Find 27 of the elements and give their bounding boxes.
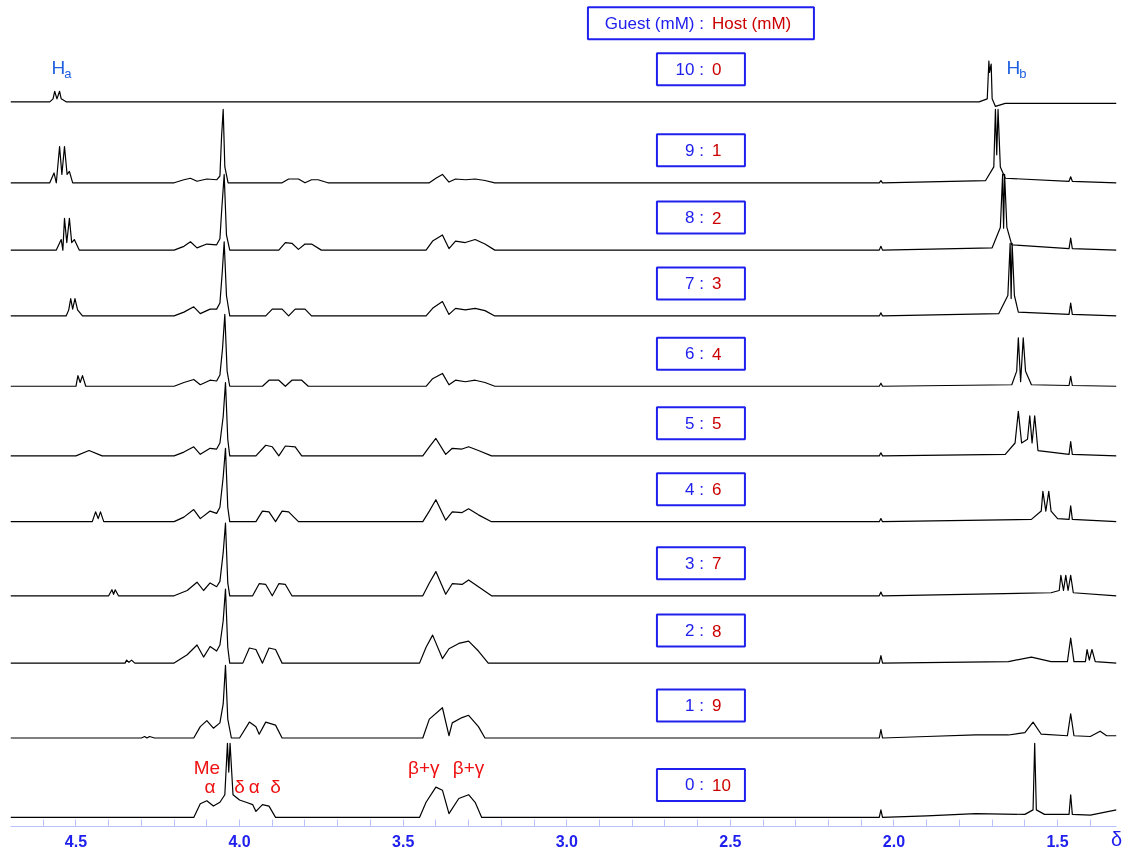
annotation: δ [270, 775, 281, 797]
annotation: α [204, 775, 216, 797]
x-tick-label: 3.5 [392, 832, 415, 850]
x-tick-label: 2.5 [719, 832, 742, 850]
x-axis-title: δ [1110, 827, 1123, 850]
series-label: 4 : 6 [685, 479, 722, 500]
series-label: 2 : 8 [685, 621, 722, 641]
annotation: δ [234, 775, 245, 797]
x-tick-label: 4.0 [228, 832, 251, 850]
x-tick-label: 1.5 [1046, 832, 1069, 850]
series-label: 8 : 2 [685, 208, 722, 228]
annotation: α [248, 775, 260, 797]
x-tick-label: 4.5 [64, 832, 88, 850]
x-tick-label: 2.0 [882, 832, 906, 850]
series-label: 1 : 9 [685, 695, 722, 716]
annotation: β+γ [452, 757, 485, 778]
x-tick-label: 3.0 [555, 832, 578, 850]
series-label: 5 : 5 [685, 413, 722, 434]
series-label: 6 : 4 [685, 344, 722, 364]
series-label: 9 : 1 [685, 140, 722, 161]
series-label: 7 : 3 [685, 273, 722, 294]
chart-title: Guest (mM) : Host (mM) [604, 13, 792, 33]
series-label: 0 : 10 [685, 775, 731, 795]
annotation: β+γ [408, 757, 441, 778]
series-label: 10 : 0 [675, 59, 722, 80]
series-label: 3 : 7 [685, 553, 722, 574]
annotation: Me [193, 757, 221, 778]
